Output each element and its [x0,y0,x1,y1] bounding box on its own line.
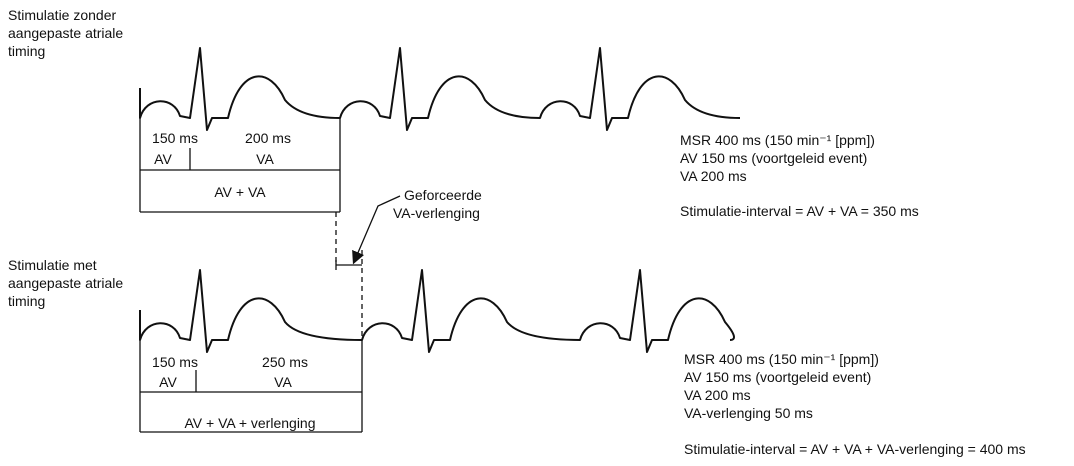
info-line: VA 200 ms [680,168,747,184]
label-line: Stimulatie zonder [8,7,117,23]
va-ms: 200 ms [245,130,291,146]
sum: AV + VA [214,184,266,200]
info-line: Stimulatie-interval = AV + VA = 350 ms [680,203,919,219]
annotation-line: Geforceerde [404,187,482,203]
label-line: aangepaste atriale [8,25,123,41]
info-line: VA-verlenging 50 ms [684,405,813,421]
extension-dashes [335,212,363,340]
info-line: VA 200 ms [684,387,751,403]
av-ms: 150 ms [152,354,198,370]
info-line: MSR 400 ms (150 min⁻¹ [ppm]) [680,132,875,148]
av: AV [159,374,177,390]
info-line: AV 150 ms (voortgeleid event) [684,369,871,385]
top-label: Stimulatie zonder aangepaste atriale tim… [8,7,123,59]
bottom-info: MSR 400 ms (150 min⁻¹ [ppm]) AV 150 ms (… [684,351,1026,457]
extension-bracket [335,260,362,270]
box-lines [139,340,363,433]
top-info: MSR 400 ms (150 min⁻¹ [ppm]) AV 150 ms (… [680,132,919,219]
annotation: Geforceerde VA-verlenging [335,187,482,340]
av: AV [154,151,172,167]
box-lines [139,118,341,213]
top-interval-box: 150 ms 200 ms AV VA AV + VA [139,118,341,213]
va: VA [274,374,292,390]
info-line: AV 150 ms (voortgeleid event) [680,150,867,166]
ecg-trace-top [139,47,741,131]
va: VA [256,151,274,167]
annotation-arrow [352,195,401,265]
bottom-label: Stimulatie met aangepaste atriale timing [8,257,123,309]
bottom-interval-box: 150 ms 250 ms AV VA AV + VA + verlenging [139,340,363,433]
annotation-line: VA-verlenging [393,205,480,221]
label-line: Stimulatie met [8,257,97,273]
va-ms: 250 ms [262,354,308,370]
av-ms: 150 ms [152,130,198,146]
label-line: timing [8,293,45,309]
info-line: MSR 400 ms (150 min⁻¹ [ppm]) [684,351,879,367]
label-line: aangepaste atriale [8,275,123,291]
ecg-trace-bottom [139,269,735,353]
info-line: Stimulatie-interval = AV + VA + VA-verle… [684,441,1026,457]
label-line: timing [8,43,45,59]
sum: AV + VA + verlenging [184,415,315,431]
